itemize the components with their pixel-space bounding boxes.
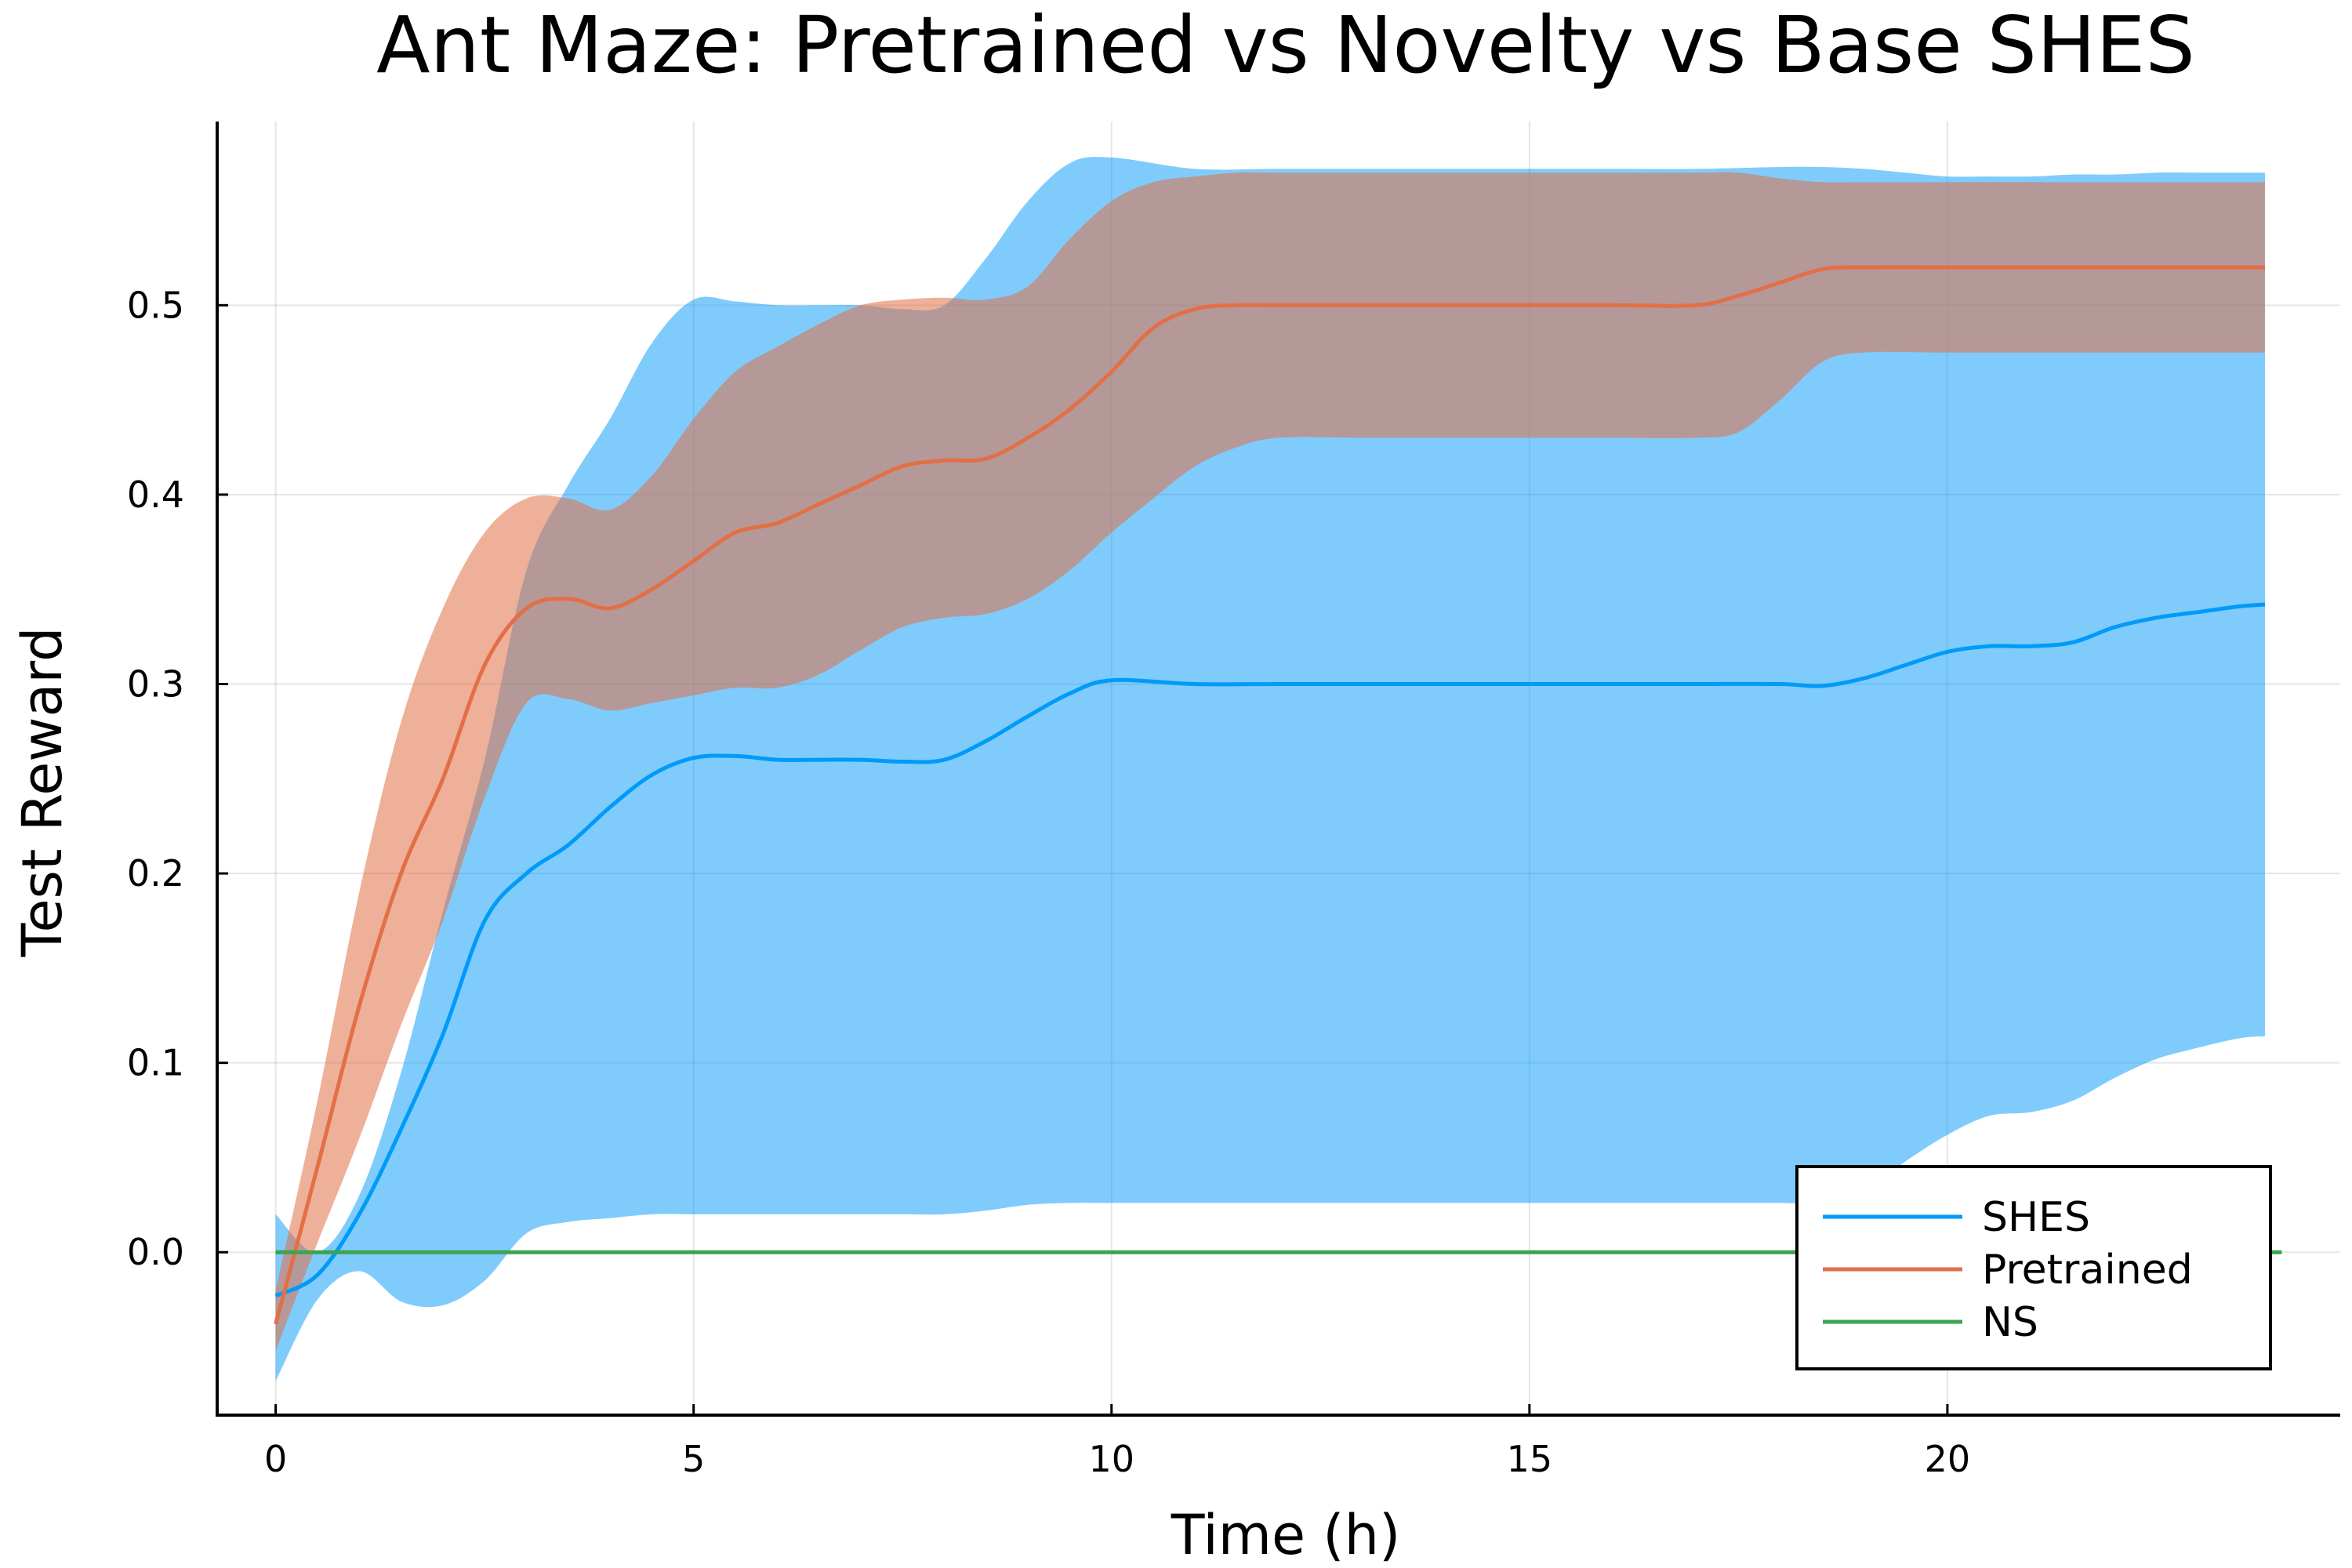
y-tick-label: 0.5	[127, 284, 184, 326]
series-line-shes	[274, 602, 2266, 1298]
x-tick-label: 15	[1507, 1438, 1553, 1480]
tick-layer: 0 5 10 15 20 0.0 0.1 0.2 0.3 0.4 0.5	[127, 284, 1970, 1480]
y-tick-label: 0.4	[127, 474, 184, 516]
x-tick-label: 0	[264, 1438, 287, 1480]
x-tick-label: 20	[1925, 1438, 1971, 1480]
legend-label-pretrained: Pretrained	[1982, 1247, 2193, 1294]
y-tick-label: 0.2	[127, 852, 184, 895]
y-tick-label: 0.1	[127, 1042, 184, 1084]
band-layer	[275, 157, 2265, 1381]
y-tick-label: 0.0	[127, 1231, 184, 1273]
y-axis-label: Test Reward	[10, 627, 74, 958]
chart-title: Ant Maze: Pretrained vs Novelty vs Base …	[376, 0, 2195, 91]
ribbon-pretrained	[275, 172, 2265, 1351]
legend-label-shes: SHES	[1982, 1194, 2090, 1241]
axes-layer	[216, 122, 2340, 1417]
series-line-pretrained	[274, 265, 2265, 1325]
x-tick-label: 10	[1088, 1438, 1134, 1480]
y-tick-label: 0.3	[127, 662, 184, 705]
legend: SHES Pretrained NS	[1795, 1165, 2272, 1370]
x-axis-label: Time (h)	[1171, 1503, 1401, 1567]
legend-label-ns: NS	[1982, 1299, 2038, 1346]
x-tick-label: 5	[682, 1438, 705, 1480]
